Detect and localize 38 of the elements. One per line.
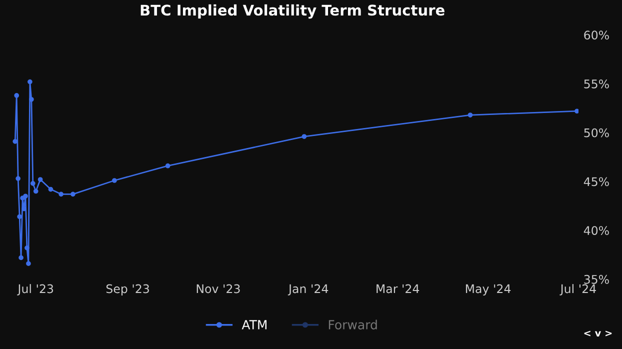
chart-title: BTC Implied Volatility Term Structure — [140, 4, 444, 19]
x-tick-label: Jul '23 — [17, 284, 54, 296]
x-tick-label: Mar '24 — [376, 284, 420, 294]
point — [26, 261, 31, 266]
x-tick-label: Jan '24 — [288, 284, 328, 296]
x-tick-label: May '24 — [466, 284, 511, 296]
point — [302, 134, 307, 139]
x-tick-label: Nov '23 — [196, 284, 240, 294]
y-tick-label: 45% — [584, 177, 609, 186]
point — [38, 177, 43, 182]
point — [33, 188, 38, 194]
y-tick-label: 40% — [584, 226, 609, 235]
point — [58, 192, 64, 197]
point — [23, 194, 28, 199]
point — [14, 93, 20, 98]
y-tick-label: 50% — [584, 128, 609, 138]
point — [574, 108, 578, 114]
point — [16, 176, 21, 181]
point — [28, 79, 32, 84]
x-tick-label: Jul '24 — [560, 284, 596, 296]
point — [28, 96, 34, 102]
y-tick-label: 35% — [584, 274, 609, 284]
point — [468, 112, 473, 118]
y-tick-label: 60% — [584, 30, 609, 40]
point — [30, 181, 36, 186]
point — [17, 214, 22, 220]
point — [18, 255, 24, 260]
legend-label: ATM — [242, 320, 266, 330]
text: < v > — [584, 330, 612, 337]
point — [165, 163, 170, 168]
legend-label: Forward — [328, 320, 377, 330]
y-tick-label: 55% — [584, 79, 609, 88]
point — [48, 186, 54, 192]
point — [20, 196, 25, 201]
point — [112, 178, 117, 183]
point — [24, 246, 30, 250]
x-tick-label: Sep '23 — [106, 284, 149, 296]
point — [70, 192, 76, 197]
